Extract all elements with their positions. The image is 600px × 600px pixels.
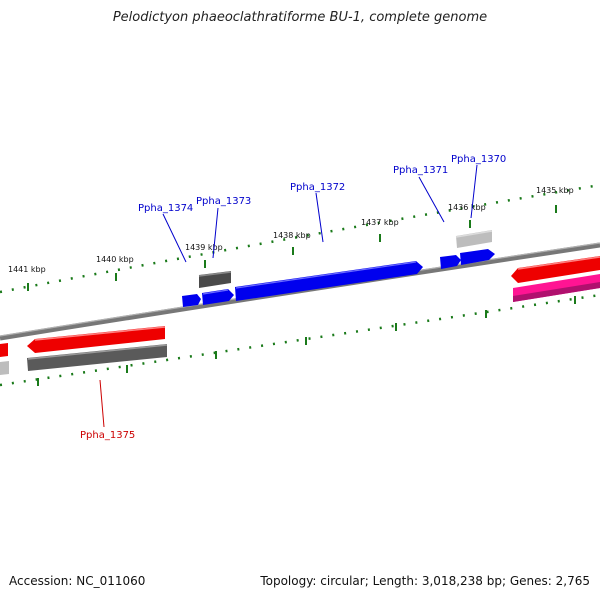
topology-label: Topology: <box>260 574 317 588</box>
gene-ppha-1370[interactable] <box>460 249 495 265</box>
accession-value: NC_011060 <box>76 574 146 588</box>
ruler-label-1437: 1437 kbp <box>361 218 399 227</box>
gene-label-ppha-1371: Ppha_1371 <box>393 165 448 176</box>
ruler-labels: 1441 kbp 1440 kbp 1439 kbp 1438 kbp 1437… <box>8 186 574 274</box>
gene-labels: Ppha_1374 Ppha_1373 Ppha_1372 Ppha_1371 … <box>80 154 506 441</box>
gene-ppha-1371[interactable] <box>440 255 461 269</box>
gene-left-grey-partial[interactable] <box>0 361 9 375</box>
forward-strand-genes <box>182 249 495 307</box>
gene-label-ppha-1373: Ppha_1373 <box>196 196 251 207</box>
gene-label-ppha-1375: Ppha_1375 <box>80 430 135 441</box>
inner-tick-ring <box>0 293 600 387</box>
gene-ppha-1374[interactable] <box>182 294 201 307</box>
topology-value: circular <box>320 574 365 588</box>
outer-tick-ring <box>0 183 600 294</box>
length-value: 3,018,238 bp <box>421 574 502 588</box>
forward-grey-features <box>198 230 493 288</box>
ruler-label-1440: 1440 kbp <box>96 255 134 264</box>
ruler-label-1441: 1441 kbp <box>8 265 46 274</box>
gene-left-red-partial[interactable] <box>0 343 8 357</box>
grey-feature-2[interactable] <box>456 230 492 248</box>
ruler-label-1436: 1436 kbp <box>448 203 486 212</box>
gene-label-ppha-1372: Ppha_1372 <box>290 182 345 193</box>
gene-reverse-grey[interactable] <box>27 344 167 371</box>
gene-label-ppha-1370: Ppha_1370 <box>451 154 506 165</box>
genome-stats: Topology: circular; Length: 3,018,238 bp… <box>260 574 590 588</box>
ruler-label-1435: 1435 kbp <box>536 186 574 195</box>
reverse-strand-genes <box>0 256 600 375</box>
accession-info: Accession: NC_011060 <box>9 574 145 588</box>
gene-ppha-1372[interactable] <box>235 261 423 301</box>
gene-ppha-1375[interactable] <box>27 326 165 353</box>
label-leaders <box>99 164 478 428</box>
ruler-label-1439: 1439 kbp <box>185 243 223 252</box>
map-title: Pelodictyon phaeoclathratiforme BU-1, co… <box>112 10 488 25</box>
genes-value: 2,765 <box>555 574 590 588</box>
genes-label: Genes: <box>509 574 552 588</box>
length-label: Length: <box>372 574 419 588</box>
gene-label-ppha-1374: Ppha_1374 <box>138 203 193 214</box>
ruler-label-1438: 1438 kbp <box>273 231 311 240</box>
gene-right-red[interactable] <box>511 256 600 283</box>
accession-label: Accession: <box>9 574 73 588</box>
